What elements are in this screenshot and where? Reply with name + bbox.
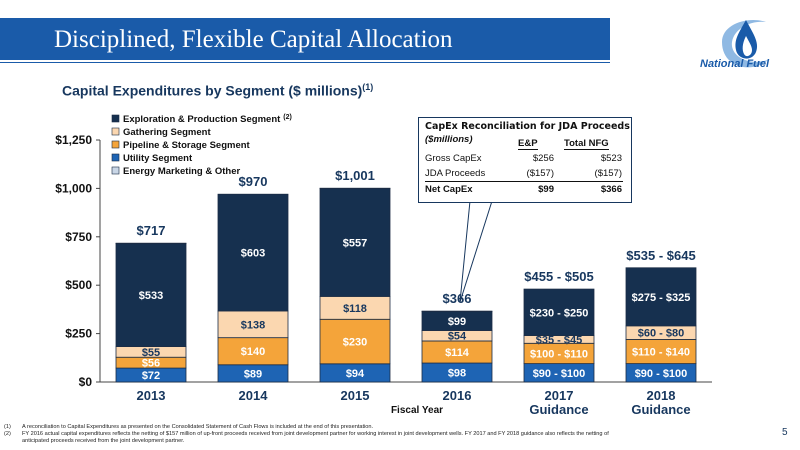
bar-total-label: $717 [137, 223, 166, 238]
bar-data-label: $72 [142, 370, 160, 382]
page-number: 5 [782, 427, 788, 438]
bar-segment [217, 310, 289, 339]
bar-data-label: $56 [142, 358, 160, 370]
x-tick-label: 2016 [443, 388, 472, 403]
reconciliation-box: CapEx Reconciliation for JDA Proceeds ($… [418, 117, 632, 203]
x-tick-label: 2017 [545, 388, 574, 403]
bar-data-label: $98 [448, 368, 466, 380]
bar-data-label: $54 [448, 331, 467, 343]
reconciliation-row-total: $523 [600, 153, 622, 164]
bar-data-label: $35 - $45 [536, 334, 582, 346]
y-tick-label: $250 [65, 327, 92, 341]
y-tick-label: $1,250 [55, 133, 92, 147]
bar-total-label: $970 [239, 174, 268, 189]
bar-data-label: $138 [241, 319, 265, 331]
reconciliation-row-total: $366 [600, 184, 622, 195]
bar-segment [625, 339, 697, 365]
x-tick-label: 2018 [647, 388, 676, 403]
bar-total-label: $1,001 [335, 168, 375, 183]
flame-logo-icon [722, 20, 768, 68]
bar-data-label: $100 - $110 [530, 348, 588, 360]
bar-segment [319, 187, 391, 190]
y-tick-label: $1,000 [55, 181, 92, 195]
x-tick-label: 2013 [137, 388, 166, 403]
bar-data-label: $230 [343, 337, 367, 349]
footnote-num: (1) [4, 424, 11, 430]
bar-total-label: $535 - $645 [626, 248, 695, 263]
header-band [0, 18, 610, 60]
subtitle-text: Capital Expenditures by Segment ($ milli… [62, 82, 363, 99]
bar-data-label: $118 [343, 303, 367, 315]
bar-data-label: $89 [244, 368, 262, 380]
bar-data-label: $603 [241, 248, 265, 260]
callout-pointer [459, 200, 493, 303]
footnote-text: anticipated proceeds received from the j… [22, 438, 185, 444]
reconciliation-title: CapEx Reconciliation for JDA Proceeds [425, 121, 630, 132]
bar-segment [115, 242, 187, 347]
bar-data-label: $99 [448, 316, 466, 328]
bar-total-label: $366 [443, 291, 472, 306]
bar-data-label: $90 - $100 [533, 368, 586, 380]
bar-data-label: $557 [343, 238, 367, 250]
bar-data-label: $90 - $100 [635, 368, 688, 380]
footnote-num: (2) [4, 431, 11, 437]
reconciliation-rule [425, 181, 623, 182]
bar-data-label: $275 - $325 [632, 292, 691, 304]
bar-segment [217, 193, 289, 312]
reconciliation-row-ep: $256 [532, 153, 554, 164]
chart-subtitle: Capital Expenditures by Segment ($ milli… [62, 82, 373, 99]
bar-data-label: $60 - $80 [638, 328, 684, 340]
bar-segment [319, 318, 391, 365]
bar-data-label: $114 [445, 347, 470, 359]
bar-segment [421, 310, 493, 313]
reconciliation-row-ep: $99 [538, 184, 554, 195]
reconciliation-row-total: ($157) [594, 168, 622, 179]
legend-label: Utility Segment [123, 153, 193, 164]
reconciliation-units: ($millions) [425, 134, 473, 145]
legend-label: Gathering Segment [123, 127, 211, 138]
x-tick-label: Guidance [529, 402, 588, 417]
legend-swatch [111, 114, 120, 123]
bar-data-label: $140 [241, 346, 265, 358]
legend-swatch [111, 127, 120, 136]
bar-segment [115, 242, 187, 245]
header-underline [0, 62, 610, 63]
y-tick-label: $500 [65, 278, 92, 292]
y-tick-label: $750 [65, 230, 92, 244]
bar-data-label: $94 [346, 368, 365, 380]
legend-swatch [111, 153, 120, 162]
bar-data-label: $533 [139, 290, 163, 302]
x-tick-label: 2014 [239, 388, 269, 403]
logo-wordmark: National Fuel [700, 58, 770, 70]
reconciliation-col-ep: E&P [518, 138, 538, 150]
x-tick-label: Guidance [631, 402, 690, 417]
bar-data-label: $55 [142, 347, 160, 359]
y-tick-label: $0 [79, 375, 93, 389]
bar-segment [625, 267, 697, 327]
legend-label: Energy Marketing & Other [123, 166, 240, 177]
reconciliation-row-label: JDA Proceeds [425, 168, 486, 179]
reconciliation-row-label: Net CapEx [425, 184, 473, 195]
legend-footnote-ref: (2) [283, 114, 292, 121]
reconciliation-row-label: Gross CapEx [425, 153, 482, 164]
bar-data-label: $110 - $140 [632, 347, 690, 359]
legend-swatch [111, 166, 120, 175]
legend-swatch [111, 140, 120, 149]
x-tick-label: 2015 [341, 388, 370, 403]
footnote-text: FY 2016 actual capital expenditures refl… [22, 431, 609, 437]
x-axis-title: Fiscal Year [391, 405, 443, 416]
footnote-text: A reconciliation to Capital Expenditures… [22, 424, 374, 430]
reconciliation-col-total: Total NFG [564, 138, 609, 150]
bar-total-label: $455 - $505 [524, 269, 593, 284]
bar-segment [523, 288, 595, 336]
legend-label: Exploration & Production Segment (2) [123, 114, 292, 125]
legend-label: Pipeline & Storage Segment [123, 140, 251, 151]
reconciliation-row-ep: ($157) [526, 168, 554, 179]
subtitle-footnote-ref: (1) [362, 82, 374, 92]
page-title: Disciplined, Flexible Capital Allocation [54, 26, 453, 53]
bar-segment [319, 188, 391, 297]
bar-data-label: $230 - $250 [530, 307, 589, 319]
